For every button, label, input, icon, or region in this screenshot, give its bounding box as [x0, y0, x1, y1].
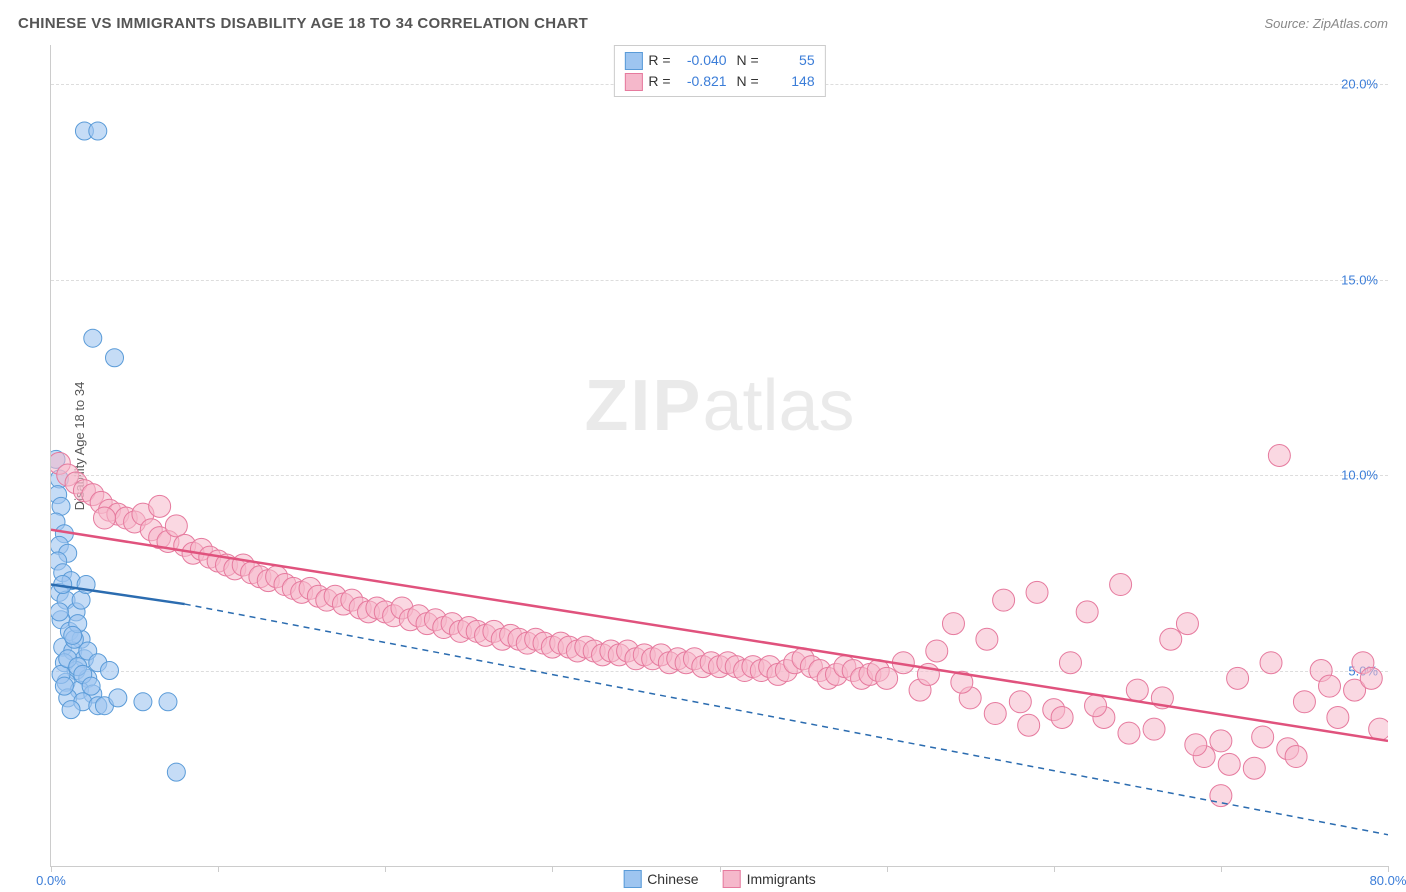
- scatter-point: [1176, 613, 1198, 635]
- legend-label-immigrants: Immigrants: [747, 871, 816, 887]
- scatter-point: [64, 626, 82, 644]
- chart-header: CHINESE VS IMMIGRANTS DISABILITY AGE 18 …: [18, 15, 1388, 32]
- scatter-point: [1369, 718, 1388, 740]
- scatter-point: [1018, 714, 1040, 736]
- scatter-point: [1252, 726, 1274, 748]
- legend-swatch-chinese: [623, 870, 641, 888]
- scatter-point: [82, 677, 100, 695]
- scatter-point: [1085, 695, 1107, 717]
- scatter-point: [165, 515, 187, 537]
- legend-n-label: N =: [733, 50, 759, 71]
- scatter-point: [109, 689, 127, 707]
- scatter-point: [1185, 734, 1207, 756]
- scatter-point: [926, 640, 948, 662]
- chart-source: Source: ZipAtlas.com: [1264, 16, 1388, 31]
- x-tick: [1388, 866, 1389, 872]
- legend-item-chinese: Chinese: [623, 870, 698, 888]
- correlation-legend: R = -0.040 N = 55 R = -0.821 N = 148: [613, 45, 825, 97]
- legend-r-label: R =: [648, 71, 670, 92]
- scatter-point: [62, 701, 80, 719]
- scatter-point: [1260, 652, 1282, 674]
- scatter-point: [1243, 757, 1265, 779]
- scatter-point: [1160, 628, 1182, 650]
- scatter-point: [1026, 581, 1048, 603]
- legend-n-chinese: 55: [765, 50, 815, 71]
- scatter-point: [976, 628, 998, 650]
- legend-swatch-immigrants: [624, 73, 642, 91]
- scatter-point: [1051, 706, 1073, 728]
- chart-title: CHINESE VS IMMIGRANTS DISABILITY AGE 18 …: [18, 15, 588, 32]
- scatter-point: [1009, 691, 1031, 713]
- scatter-point: [55, 677, 73, 695]
- scatter-point: [1059, 652, 1081, 674]
- scatter-point: [993, 589, 1015, 611]
- x-tick: [218, 866, 219, 872]
- series-legend: Chinese Immigrants: [623, 870, 816, 888]
- x-tick: [887, 866, 888, 872]
- scatter-point: [1360, 667, 1382, 689]
- scatter-point: [1268, 445, 1290, 467]
- scatter-point: [1319, 675, 1341, 697]
- scatter-svg: [51, 45, 1388, 866]
- scatter-point: [1110, 574, 1132, 596]
- scatter-point: [93, 507, 115, 529]
- scatter-point: [1218, 753, 1240, 775]
- scatter-point: [1285, 746, 1307, 768]
- scatter-point: [89, 122, 107, 140]
- scatter-point: [84, 329, 102, 347]
- scatter-point: [100, 662, 118, 680]
- scatter-point: [1227, 667, 1249, 689]
- x-tick: [385, 866, 386, 872]
- scatter-point: [106, 349, 124, 367]
- x-tick: [1054, 866, 1055, 872]
- scatter-point: [1126, 679, 1148, 701]
- legend-item-immigrants: Immigrants: [723, 870, 816, 888]
- x-tick: [51, 866, 52, 872]
- trend-line-dashed: [185, 604, 1388, 835]
- x-tick-label: 80.0%: [1370, 873, 1406, 888]
- legend-r-chinese: -0.040: [677, 50, 727, 71]
- trend-line: [51, 530, 1388, 741]
- scatter-point: [876, 667, 898, 689]
- x-tick: [552, 866, 553, 872]
- scatter-point: [1210, 785, 1232, 807]
- scatter-point: [134, 693, 152, 711]
- scatter-point: [1327, 706, 1349, 728]
- scatter-point: [167, 763, 185, 781]
- legend-n-immigrants: 148: [765, 71, 815, 92]
- scatter-point: [1118, 722, 1140, 744]
- scatter-point: [942, 613, 964, 635]
- legend-swatch-chinese: [624, 52, 642, 70]
- scatter-point: [159, 693, 177, 711]
- legend-row-chinese: R = -0.040 N = 55: [624, 50, 814, 71]
- legend-r-label: R =: [648, 50, 670, 71]
- legend-r-immigrants: -0.821: [677, 71, 727, 92]
- chart-plot-area: ZIPatlas R = -0.040 N = 55 R = -0.821 N …: [50, 45, 1388, 867]
- scatter-point: [984, 703, 1006, 725]
- scatter-point: [1076, 601, 1098, 623]
- scatter-point: [149, 495, 171, 517]
- legend-swatch-immigrants: [723, 870, 741, 888]
- scatter-point: [1143, 718, 1165, 740]
- scatter-point: [1293, 691, 1315, 713]
- scatter-point: [1210, 730, 1232, 752]
- legend-label-chinese: Chinese: [647, 871, 698, 887]
- legend-row-immigrants: R = -0.821 N = 148: [624, 71, 814, 92]
- x-tick: [720, 866, 721, 872]
- x-tick-label: 0.0%: [36, 873, 66, 888]
- scatter-point: [51, 603, 68, 621]
- x-tick: [1221, 866, 1222, 872]
- legend-n-label: N =: [733, 71, 759, 92]
